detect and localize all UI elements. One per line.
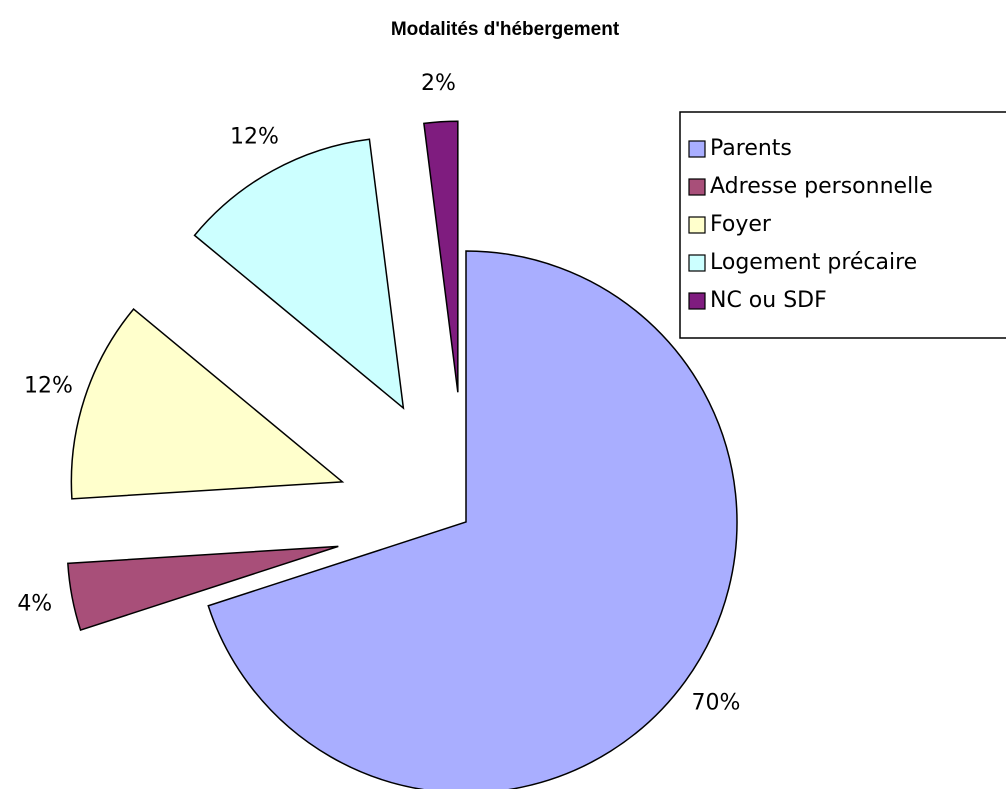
data-label: 12% (24, 373, 73, 398)
legend-swatch (688, 178, 706, 196)
chart-title: Modalités d'hébergement (391, 19, 620, 40)
data-label: 70% (692, 691, 741, 716)
data-label: 4% (17, 591, 52, 616)
legend-label: Logement précaire (710, 250, 917, 275)
legend-label: Foyer (710, 212, 772, 237)
legend-swatch (688, 216, 706, 234)
pie-slice (423, 120, 459, 393)
legend-label: NC ou SDF (710, 288, 827, 313)
data-label: 12% (230, 124, 279, 149)
legend-swatch (688, 292, 706, 310)
pie-slice (70, 308, 345, 500)
legend-swatch (688, 254, 706, 272)
data-label: 2% (421, 71, 456, 96)
legend-swatch (688, 140, 706, 158)
legend-label: Parents (710, 136, 792, 161)
legend-box (679, 111, 1006, 339)
pie-slice (207, 250, 738, 789)
legend-label: Adresse personnelle (710, 174, 933, 199)
pie-slice (193, 138, 405, 410)
pie-slice (67, 545, 339, 632)
